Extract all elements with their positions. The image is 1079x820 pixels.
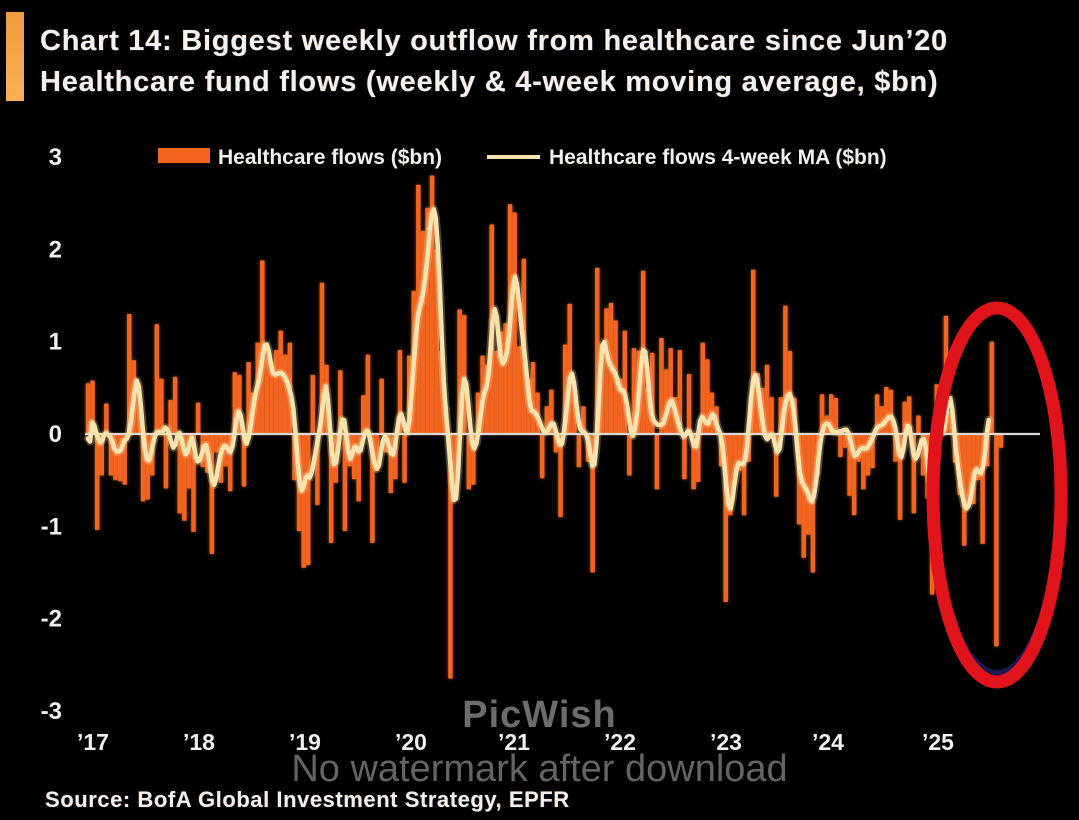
y-tick-label: 3 [49, 144, 62, 171]
y-tick-label: -3 [41, 698, 62, 725]
chart-title-line2: Healthcare fund flows (weekly & 4-week m… [40, 66, 939, 98]
flow-bar [769, 397, 774, 434]
highlight-ellipse [926, 301, 1068, 689]
legend: Healthcare flows ($bn) Healthcare flows 4… [158, 146, 887, 169]
flow-bar [104, 403, 109, 434]
y-tick-label: 1 [49, 329, 62, 356]
flow-bar [806, 434, 811, 535]
flow-bar [214, 434, 219, 453]
flow-bar [576, 434, 582, 468]
flow-bar [842, 434, 848, 448]
flow-bar [530, 361, 536, 434]
flow-bar [517, 346, 522, 434]
chart-title-line1: Chart 14: Biggest weekly outflow from he… [40, 25, 948, 57]
flow-bar [154, 324, 160, 434]
flow-bar [668, 348, 673, 434]
flow-bar [264, 346, 270, 434]
x-tick-label: ’23 [710, 729, 742, 755]
flow-bar [659, 337, 664, 434]
y-tick-label: 0 [49, 421, 62, 448]
flow-bar [278, 330, 283, 434]
flow-bar [682, 434, 687, 480]
flow-bar [159, 378, 164, 434]
flow-bar [172, 376, 178, 434]
flow-bar [677, 349, 683, 434]
flow-bar [916, 415, 921, 434]
flow-bar [994, 434, 999, 647]
flow-bar [654, 434, 660, 490]
x-tick-label: ’25 [922, 729, 954, 755]
flow-bar [558, 434, 563, 518]
flow-bar [539, 434, 545, 479]
ma-line [85, 207, 992, 511]
flow-bar [241, 434, 247, 487]
flow-bar [85, 383, 91, 434]
flow-bar [365, 354, 371, 434]
flow-bar [273, 349, 279, 434]
flow-bar [168, 399, 173, 434]
flow-bar [223, 434, 228, 467]
flow-bar [269, 361, 274, 434]
flow-bar [402, 434, 407, 483]
flow-bar [177, 434, 183, 514]
flow-bar [342, 434, 348, 531]
flow-bar [127, 313, 132, 434]
legend-bar-swatch [158, 148, 210, 163]
flow-bar [195, 402, 201, 434]
flow-bar [989, 341, 995, 434]
flow-bar [94, 434, 100, 531]
x-tick-label: ’24 [812, 729, 844, 755]
x-tick-label: ’19 [289, 729, 321, 755]
x-tick-label: ’20 [395, 729, 427, 755]
flow-bar [604, 308, 609, 434]
x-tick-label: ’18 [183, 729, 215, 755]
flow-bar [466, 434, 472, 490]
flow-bar [833, 397, 839, 434]
flow-bar [494, 350, 499, 434]
flow-bar [998, 434, 1004, 448]
chart-title: Chart 14: Biggest weekly outflow from he… [40, 21, 1020, 103]
y-tick-label: 2 [49, 236, 62, 263]
x-tick-label: ’17 [77, 729, 109, 755]
legend-bar-label: Healthcare flows ($bn) [218, 146, 442, 169]
flow-bar [838, 434, 843, 458]
flow-bar [627, 434, 632, 476]
x-tick-label: ’21 [498, 729, 530, 755]
flow-bar [801, 434, 806, 558]
y-tick-label: -1 [41, 513, 62, 540]
y-tick-label: -2 [41, 606, 62, 633]
flow-bar [163, 434, 169, 489]
flow-bar [305, 434, 311, 566]
flow-bar [310, 374, 316, 434]
flow-bar [361, 395, 366, 434]
x-tick-label: ’22 [604, 729, 636, 755]
flow-bar [301, 434, 306, 568]
flow-bar [590, 434, 595, 573]
flow-bar [962, 434, 967, 546]
flow-bar [686, 373, 692, 434]
x-axis-labels: ’17 ’18 ’19 ’20 ’21 ’22 ’23 ’24 ’25 [77, 729, 954, 755]
flow-bar [700, 342, 706, 434]
flow-bar [764, 364, 770, 434]
flow-bar [705, 359, 710, 434]
flow-bar [581, 406, 586, 434]
y-axis-labels: 3 2 1 0 -1 -2 -3 [41, 144, 62, 725]
flow-bar [861, 434, 866, 490]
flow-bar [512, 212, 517, 434]
legend-line-label: Healthcare flows 4-week MA ($bn) [549, 146, 887, 169]
flow-bar [379, 378, 384, 434]
flow-bar [966, 434, 972, 505]
source-note: Source: BofA Global Investment Strategy,… [45, 787, 570, 812]
title-accent-bar [6, 12, 24, 101]
